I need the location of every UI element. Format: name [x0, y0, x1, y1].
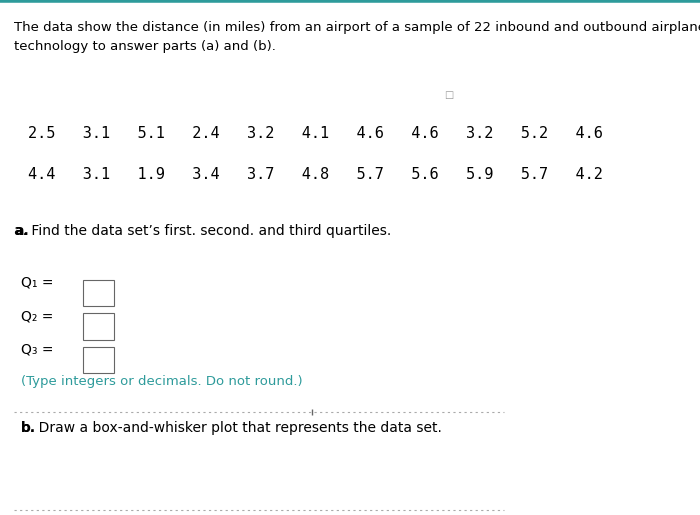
- FancyBboxPatch shape: [83, 280, 114, 306]
- Text: Q₁ =: Q₁ =: [21, 276, 53, 289]
- Text: a.: a.: [14, 224, 29, 238]
- Text: (Type integers or decimals. Do not round.): (Type integers or decimals. Do not round…: [21, 375, 302, 388]
- Text: a. Find the data set’s first. second. and third quartiles.: a. Find the data set’s first. second. an…: [14, 224, 391, 238]
- Text: □: □: [444, 90, 454, 100]
- Text: 4.4   3.1   1.9   3.4   3.7   4.8   5.7   5.6   5.9   5.7   4.2: 4.4 3.1 1.9 3.4 3.7 4.8 5.7 5.6 5.9 5.7 …: [28, 167, 603, 182]
- FancyBboxPatch shape: [83, 313, 114, 340]
- Text: 2.5   3.1   5.1   2.4   3.2   4.1   4.6   4.6   3.2   5.2   4.6: 2.5 3.1 5.1 2.4 3.2 4.1 4.6 4.6 3.2 5.2 …: [28, 126, 603, 141]
- Text: Q₃ =: Q₃ =: [21, 342, 53, 356]
- Text: b.: b.: [21, 421, 36, 435]
- FancyBboxPatch shape: [83, 347, 114, 373]
- Text: Q₂ =: Q₂ =: [21, 309, 53, 323]
- Text: The data show the distance (in miles) from an airport of a sample of 22 inbound : The data show the distance (in miles) fr…: [14, 21, 700, 53]
- Text: b. Draw a box-and-whisker plot that represents the data set.: b. Draw a box-and-whisker plot that repr…: [21, 421, 442, 435]
